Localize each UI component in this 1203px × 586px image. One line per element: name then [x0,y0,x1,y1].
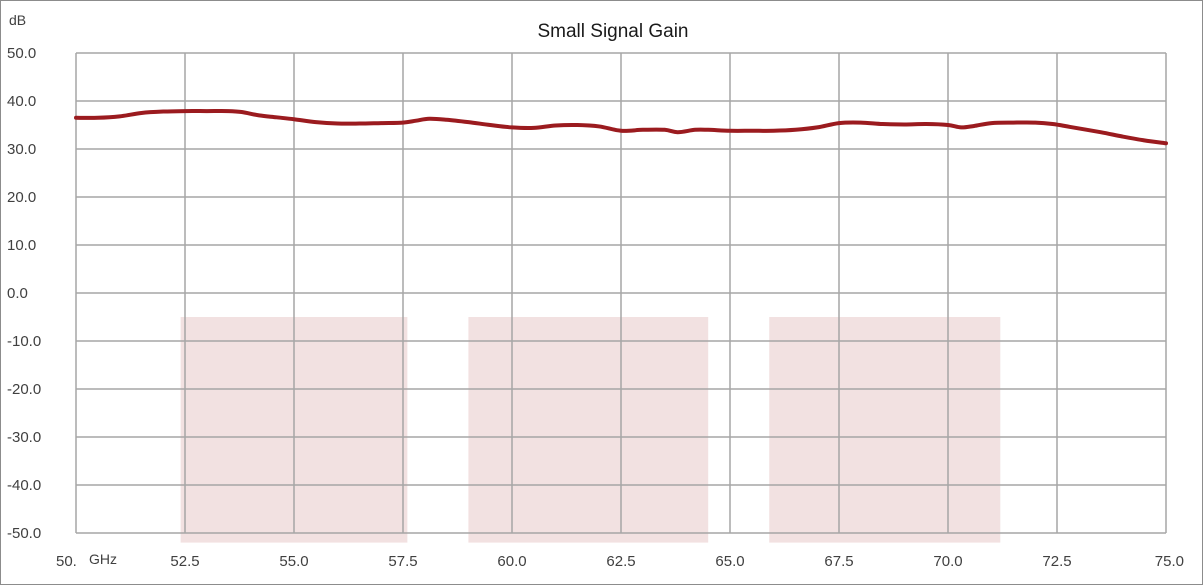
x-tick-label: 62.5 [606,553,635,570]
x-tick-label: 67.5 [824,553,853,570]
y-tick-label: 0.0 [7,285,28,302]
y-tick-labels: 50.0 40.0 30.0 20.0 10.0 0.0 -10.0 -20.0 -30.0 -4… [7,45,41,542]
x-tick-label: 60.0 [497,553,526,570]
x-tick-label: 65.0 [715,553,744,570]
y-tick-label: -30.0 [7,429,41,446]
shaded-region-3 [769,317,1001,543]
x-tick-label: 70.0 [933,553,962,570]
x-tick-label: 55.0 [279,553,308,570]
series-layer [74,109,1168,146]
y-tick-label: -10.0 [7,333,41,350]
series-line-0 [74,109,1168,146]
y-tick-label: -40.0 [7,477,41,494]
x-axis-unit: GHz [89,551,117,567]
y-tick-label: -20.0 [7,381,41,398]
y-tick-label: 30.0 [7,141,36,158]
y-tick-label: -50.0 [7,525,41,542]
x-tick-label: 50. [56,553,77,570]
shaded-region-2 [468,317,709,543]
x-tick-labels: 50. 52.5 55.0 57.5 60.0 62.5 65.0 67.5 70.0 72.5 7… [56,553,1184,570]
shaded-regions [180,317,1001,543]
y-axis-unit: dB [9,12,26,28]
gridlines [75,52,1167,534]
y-tick-label: 40.0 [7,93,36,110]
chart-title: Small Signal Gain [537,21,688,42]
x-tick-label: 72.5 [1042,553,1071,570]
x-tick-label: 52.5 [170,553,199,570]
y-tick-label: 50.0 [7,45,36,62]
x-tick-label: 75.0 [1155,553,1184,570]
x-tick-label: 57.5 [388,553,417,570]
y-tick-label: 10.0 [7,237,36,254]
y-tick-label: 20.0 [7,189,36,206]
